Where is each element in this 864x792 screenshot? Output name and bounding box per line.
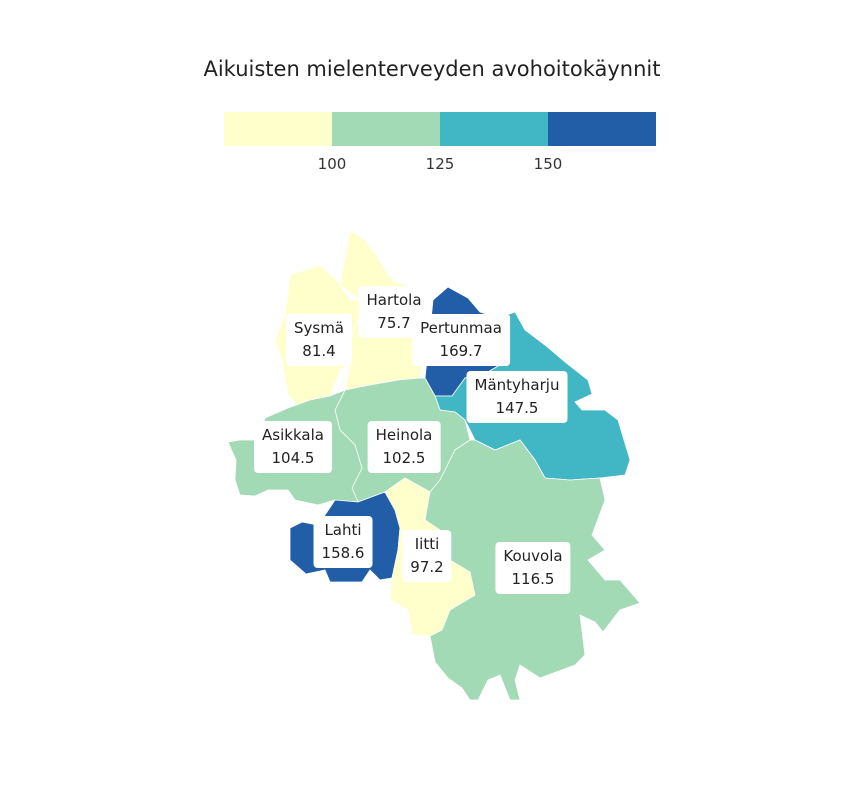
- region-value-asikkala: 104.5: [271, 449, 315, 467]
- legend-swatch-2: [332, 112, 440, 146]
- region-name-heinola: Heinola: [375, 426, 433, 444]
- region-value-iitti: 97.2: [410, 558, 444, 576]
- label-heinola: Heinola 102.5: [367, 421, 441, 473]
- label-kouvola: Kouvola 116.5: [495, 542, 571, 594]
- legend-tick-150: 150: [533, 155, 563, 173]
- region-value-heinola: 102.5: [382, 449, 426, 467]
- region-name-kouvola: Kouvola: [503, 547, 563, 565]
- region-name-sysma: Sysmä: [293, 319, 345, 337]
- region-name-asikkala: Asikkala: [262, 426, 324, 444]
- region-name-pertunmaa: Pertunmaa: [420, 319, 502, 337]
- region-value-kouvola: 116.5: [511, 570, 555, 588]
- legend-swatch-1: [224, 112, 332, 146]
- label-sysma: Sysmä 81.4: [285, 314, 353, 366]
- region-value-sysma: 81.4: [302, 342, 336, 360]
- region-name-hartola: Hartola: [366, 291, 422, 309]
- region-value-lahti: 158.6: [321, 544, 365, 562]
- legend-swatch-4: [548, 112, 656, 146]
- region-name-lahti: Lahti: [324, 521, 362, 539]
- color-legend: [224, 112, 656, 146]
- label-mantyharju: Mäntyharju 147.5: [466, 371, 568, 423]
- label-lahti: Lahti 158.6: [313, 516, 373, 568]
- region-value-mantyharju: 147.5: [495, 399, 539, 417]
- label-pertunmaa: Pertunmaa 169.7: [412, 314, 510, 366]
- legend-swatch-3: [440, 112, 548, 146]
- legend-tick-125: 125: [425, 155, 455, 173]
- region-name-mantyharju: Mäntyharju: [474, 376, 560, 394]
- label-iitti: Iitti 97.2: [402, 530, 452, 582]
- legend-tick-100: 100: [317, 155, 347, 173]
- region-value-pertunmaa: 169.7: [439, 342, 483, 360]
- map-title: Aikuisten mielenterveyden avohoitokäynni…: [203, 57, 661, 81]
- label-asikkala: Asikkala 104.5: [254, 421, 332, 473]
- region-name-iitti: Iitti: [414, 535, 440, 553]
- region-value-hartola: 75.7: [377, 314, 411, 332]
